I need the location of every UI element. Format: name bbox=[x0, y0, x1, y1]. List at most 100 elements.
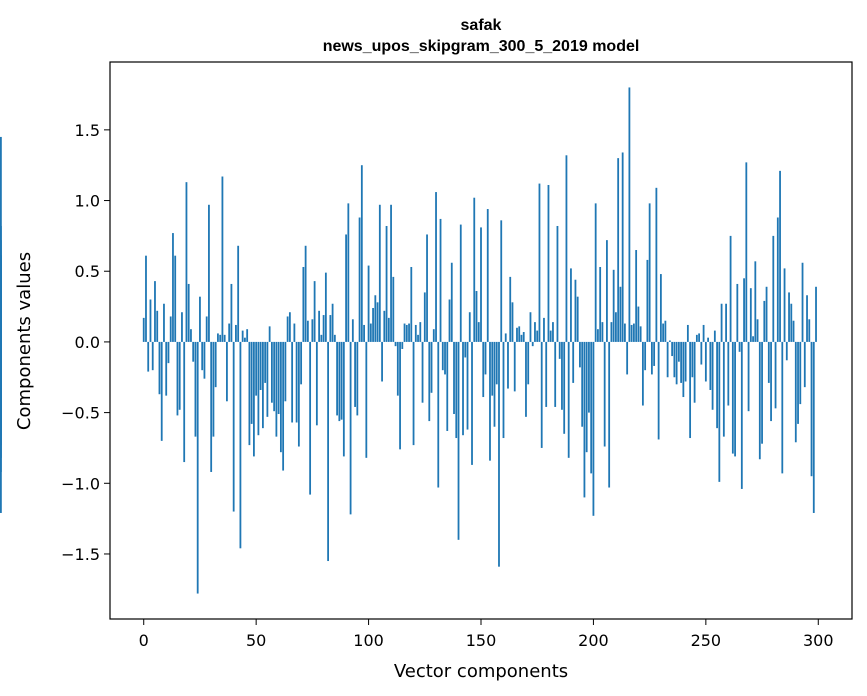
bar-284 bbox=[781, 341, 784, 474]
bar-147 bbox=[473, 197, 476, 342]
bar-71 bbox=[302, 266, 305, 342]
bar-242 bbox=[686, 324, 689, 342]
bar-140 bbox=[457, 341, 460, 540]
bar-83 bbox=[329, 315, 332, 342]
bar-223 bbox=[644, 341, 647, 371]
bar-54 bbox=[264, 341, 267, 383]
bar-123 bbox=[419, 322, 422, 342]
bar-40 bbox=[232, 341, 235, 512]
bar-281 bbox=[774, 341, 777, 409]
bar-216 bbox=[628, 87, 631, 342]
bar-125 bbox=[423, 292, 426, 342]
bar-81 bbox=[324, 272, 327, 342]
bar-69 bbox=[297, 341, 300, 447]
bar-58 bbox=[273, 341, 276, 412]
bar-162 bbox=[507, 341, 509, 389]
bar-249 bbox=[702, 324, 705, 342]
bar-98 bbox=[363, 324, 365, 342]
bar-276 bbox=[763, 300, 766, 342]
bar-37 bbox=[226, 341, 228, 402]
bar-294 bbox=[803, 341, 806, 388]
bar-24 bbox=[196, 341, 199, 594]
bar-137 bbox=[450, 262, 453, 342]
bar-82 bbox=[327, 341, 329, 562]
bar-282 bbox=[776, 217, 779, 342]
x-axis-ticks: 0 50 100 150 200 250 300 bbox=[139, 619, 834, 650]
bar-283 bbox=[779, 170, 781, 342]
bar-39 bbox=[230, 283, 233, 342]
bar-124 bbox=[421, 341, 424, 403]
bar-238 bbox=[677, 341, 680, 362]
bar-66 bbox=[291, 341, 294, 423]
bar-237 bbox=[675, 341, 678, 385]
y-tick-label: 0.0 bbox=[75, 333, 100, 352]
bar-77 bbox=[315, 341, 318, 426]
bar-115 bbox=[401, 341, 404, 349]
bar-189 bbox=[567, 341, 570, 458]
bar-262 bbox=[731, 341, 734, 454]
bar-172 bbox=[529, 312, 532, 342]
bar-169 bbox=[522, 332, 525, 342]
bar-138 bbox=[453, 341, 455, 415]
bar-290 bbox=[794, 341, 797, 443]
bar-84 bbox=[331, 303, 334, 342]
bar-219 bbox=[635, 250, 638, 342]
bar-52 bbox=[259, 341, 262, 390]
bar-148 bbox=[475, 291, 478, 342]
bar-17 bbox=[181, 312, 183, 342]
bar-239 bbox=[680, 341, 683, 383]
y-tick-label: 1.0 bbox=[75, 192, 100, 211]
bar-61 bbox=[279, 341, 282, 453]
bar-257 bbox=[720, 303, 723, 342]
y-axis-ticks: −1.5 −1.0 −0.5 0.0 0.5 1.0 1.5 bbox=[61, 121, 110, 564]
bar-273 bbox=[756, 319, 759, 342]
bar-48 bbox=[250, 341, 253, 424]
bar-240 bbox=[682, 341, 685, 398]
bar-161 bbox=[504, 333, 507, 342]
bar-233 bbox=[666, 341, 669, 378]
x-tick-label: 100 bbox=[353, 631, 384, 650]
bar-164 bbox=[511, 302, 514, 342]
bar-105 bbox=[378, 204, 381, 342]
bar-127 bbox=[428, 341, 431, 422]
bar-14 bbox=[174, 255, 177, 342]
bar-90 bbox=[345, 234, 347, 342]
bar-173 bbox=[531, 341, 534, 347]
bar-34 bbox=[219, 334, 222, 342]
bar-76 bbox=[313, 281, 316, 342]
bar-174 bbox=[534, 322, 536, 342]
bar-33 bbox=[217, 333, 219, 342]
bar-57 bbox=[270, 341, 273, 403]
bar-96 bbox=[358, 217, 361, 342]
bar-209 bbox=[612, 269, 615, 342]
bar-269 bbox=[747, 341, 750, 412]
bar-102 bbox=[372, 307, 374, 342]
bar-26 bbox=[201, 341, 204, 371]
bar-250 bbox=[704, 341, 707, 382]
bar-101 bbox=[369, 323, 372, 342]
bar-89 bbox=[342, 341, 345, 457]
bar-45 bbox=[244, 337, 246, 342]
bar-75 bbox=[311, 319, 314, 342]
bar-9 bbox=[163, 303, 165, 342]
bar-32 bbox=[214, 341, 217, 388]
bar-165 bbox=[513, 341, 516, 392]
bar-184 bbox=[556, 225, 559, 342]
bar-100 bbox=[367, 265, 370, 342]
bar-298 bbox=[812, 341, 815, 513]
bar-87 bbox=[338, 341, 341, 422]
bar-113 bbox=[396, 341, 399, 396]
bar-72 bbox=[304, 245, 307, 342]
bar-295 bbox=[806, 295, 808, 342]
bar-272 bbox=[754, 261, 757, 342]
bar-107 bbox=[383, 310, 386, 342]
bar-30 bbox=[210, 341, 213, 472]
bar-261 bbox=[729, 235, 732, 342]
bar-67 bbox=[293, 323, 296, 342]
bar-154 bbox=[489, 341, 491, 461]
bar-60 bbox=[277, 341, 280, 415]
bar-10 bbox=[165, 341, 168, 396]
bar-287 bbox=[788, 292, 790, 342]
bar-27 bbox=[203, 341, 206, 379]
bar-244 bbox=[691, 341, 694, 378]
